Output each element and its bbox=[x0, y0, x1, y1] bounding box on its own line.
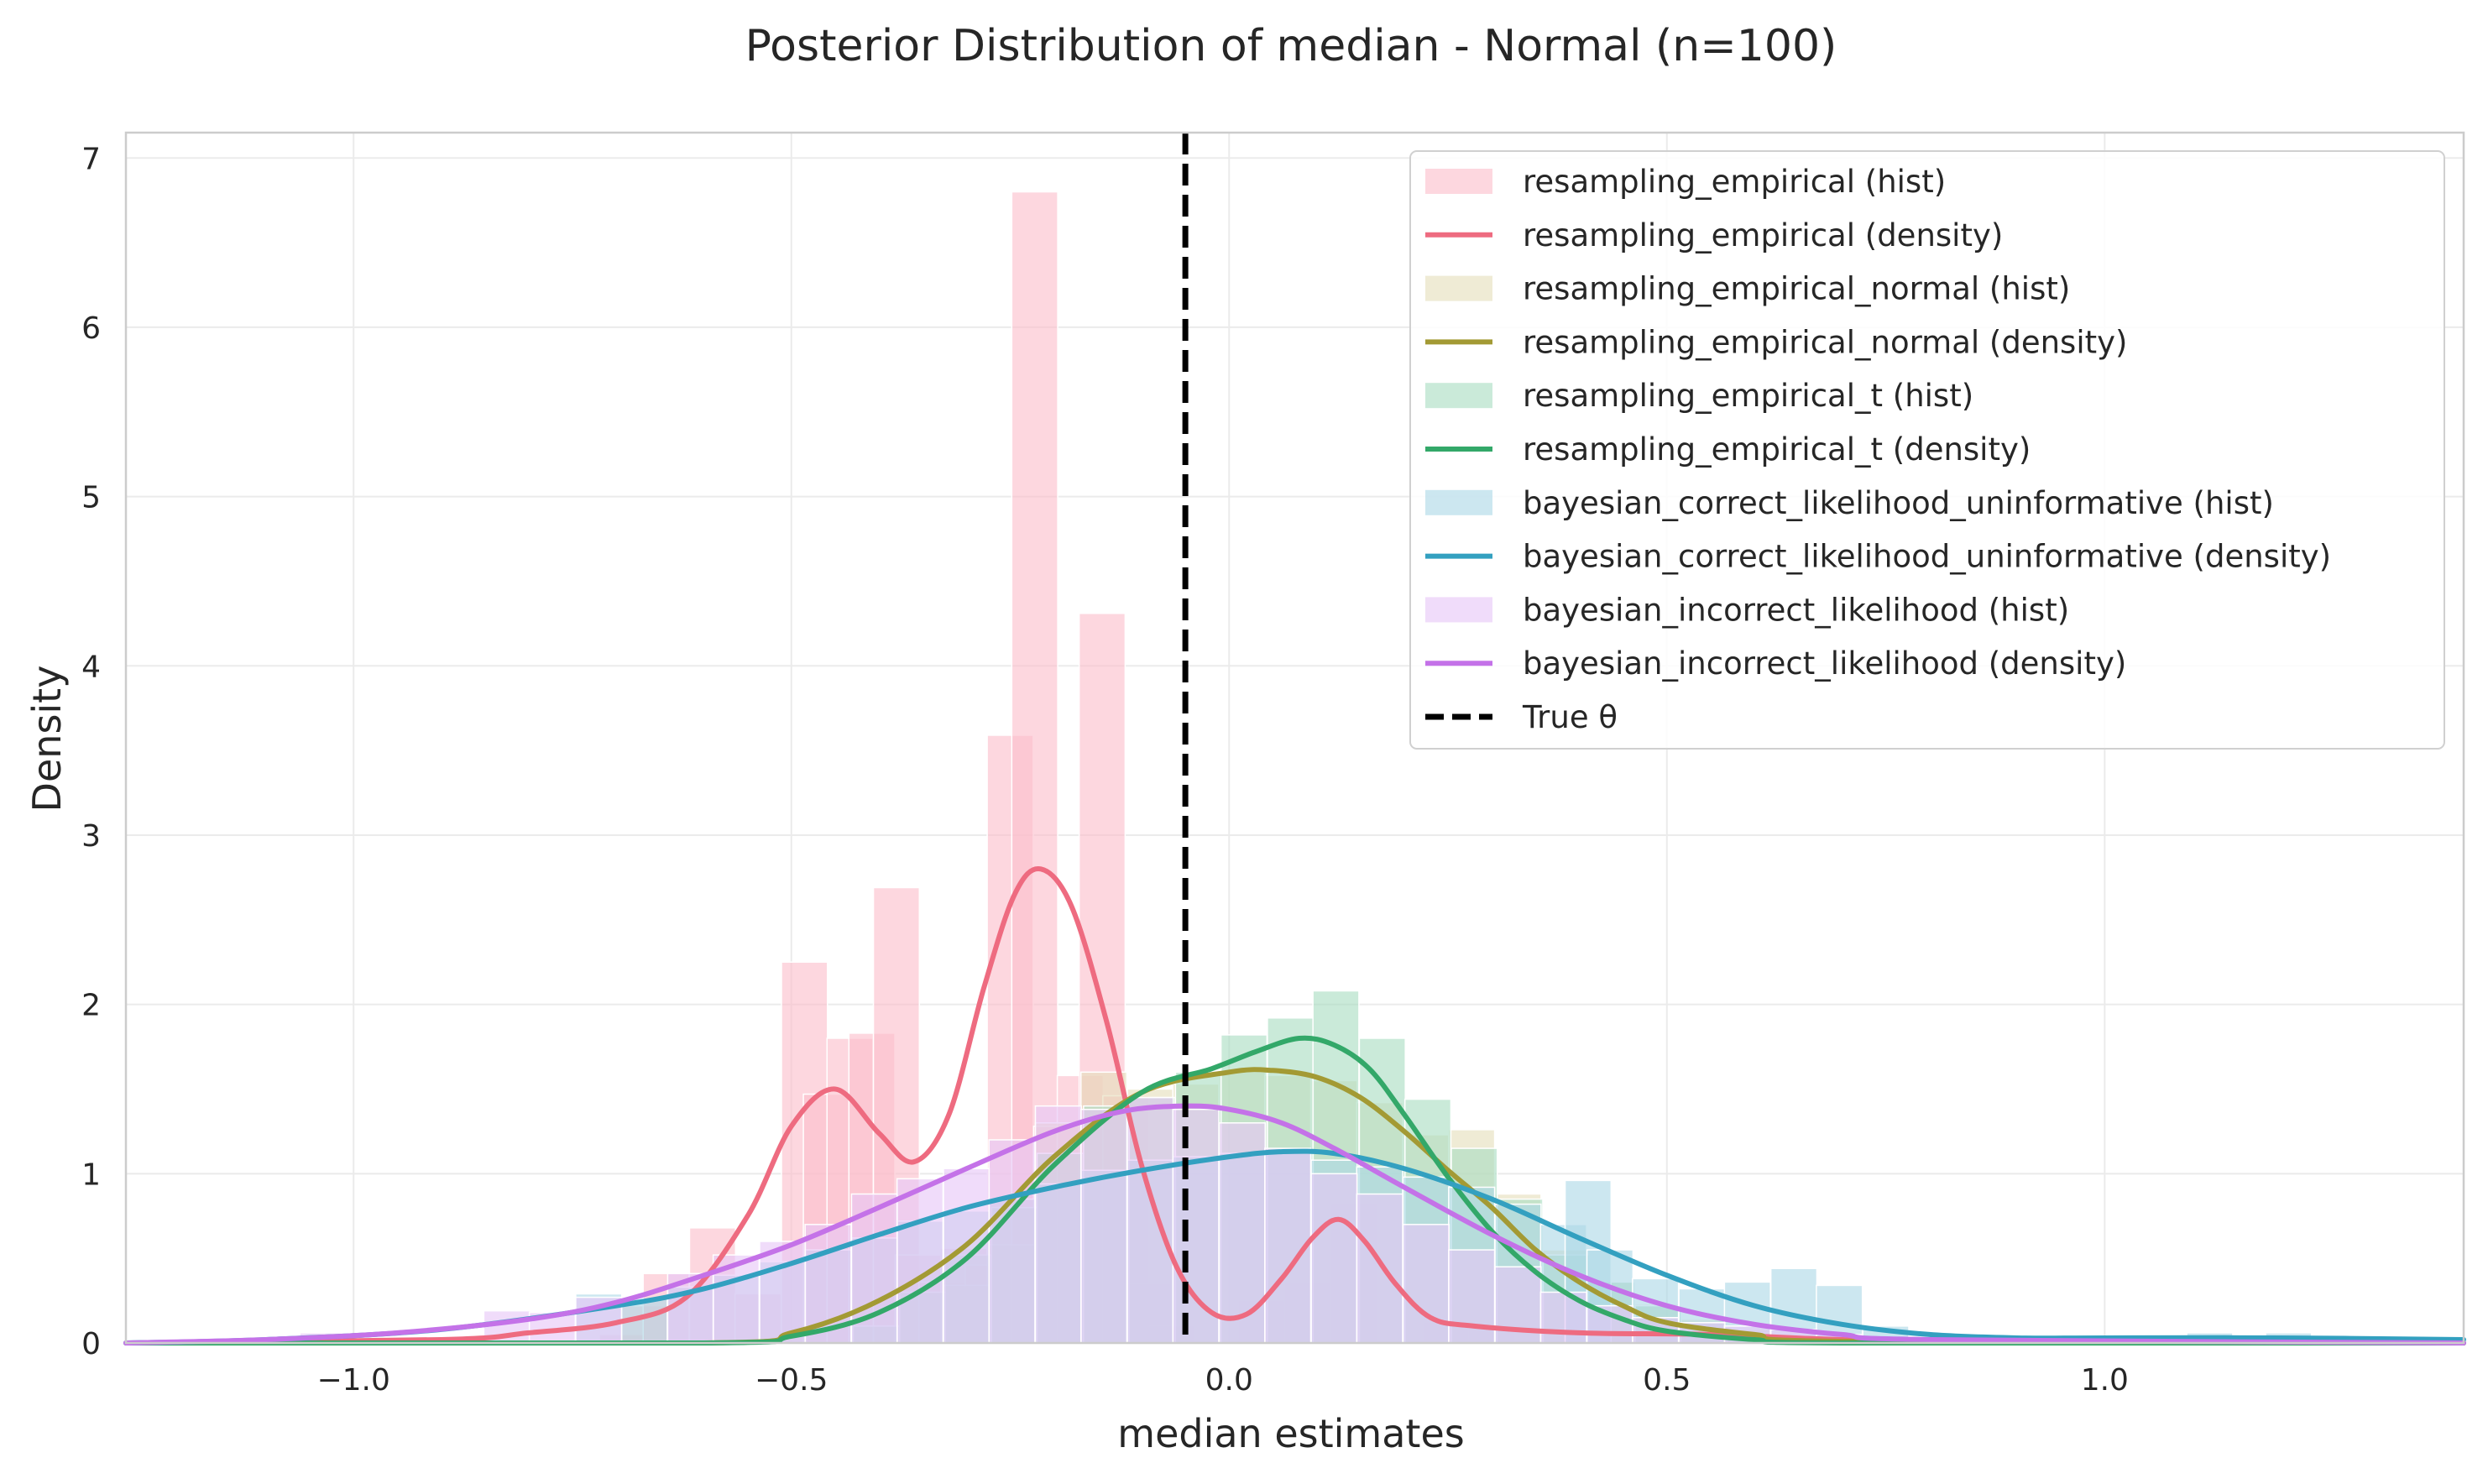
y-tick-label: 1 bbox=[81, 1157, 101, 1192]
legend-hist-swatch bbox=[1425, 597, 1492, 623]
hist-bar bbox=[896, 1178, 944, 1344]
density-curves bbox=[123, 865, 2466, 1346]
hist-bar bbox=[1402, 1224, 1450, 1344]
hist-bar bbox=[1586, 1304, 1634, 1344]
legend-box bbox=[1409, 150, 2445, 750]
y-tick-label: 5 bbox=[81, 481, 101, 515]
density-resampling_empirical bbox=[123, 865, 2466, 1346]
hist-bar bbox=[988, 1139, 1036, 1344]
density-resampling_empirical_t bbox=[123, 1035, 2466, 1346]
legend-label: resampling_empirical_t (density) bbox=[1523, 431, 2031, 468]
hist-bar bbox=[1079, 1108, 1128, 1344]
hist-bar bbox=[1310, 1173, 1358, 1344]
legend-hist-swatch bbox=[1425, 275, 1492, 301]
density-bayesian_correct_likelihood_uninformative bbox=[123, 1148, 2466, 1346]
x-axis-ticks: −1.0 −0.5 0.0 0.5 1.0 bbox=[316, 1363, 2128, 1398]
hist-bar bbox=[1356, 1193, 1403, 1344]
x-tick-label: −0.5 bbox=[755, 1363, 828, 1398]
legend-label: True θ bbox=[1522, 699, 1618, 735]
plot-frame bbox=[124, 131, 2465, 1345]
x-tick-label: 1.0 bbox=[2081, 1363, 2129, 1398]
histograms bbox=[299, 191, 2313, 1344]
legend-label: resampling_empirical_normal (hist) bbox=[1523, 271, 2070, 307]
legend-label: bayesian_incorrect_likelihood (hist) bbox=[1523, 592, 2069, 628]
chart-title: Posterior Distribution of median - Norma… bbox=[745, 21, 1837, 71]
legend-hist-swatch bbox=[1425, 489, 1492, 515]
hist-bar bbox=[1172, 1108, 1220, 1344]
y-axis-label: Density bbox=[24, 666, 70, 813]
legend-label: resampling_empirical (density) bbox=[1523, 217, 2003, 253]
y-tick-label: 6 bbox=[81, 311, 101, 346]
legend-label: bayesian_correct_likelihood_uninformativ… bbox=[1523, 539, 2331, 575]
y-axis-ticks: 0 1 2 3 4 5 6 7 bbox=[81, 142, 101, 1361]
legend-label: resampling_empirical (hist) bbox=[1523, 164, 1946, 200]
y-tick-label: 0 bbox=[81, 1327, 101, 1361]
y-tick-label: 4 bbox=[81, 650, 101, 684]
legend-label: bayesian_incorrect_likelihood (density) bbox=[1523, 645, 2126, 682]
density-resampling_empirical_normal bbox=[123, 1067, 2466, 1346]
legend: resampling_empirical (hist) resampling_em… bbox=[1409, 150, 2445, 750]
legend-label: bayesian_correct_likelihood_uninformativ… bbox=[1523, 485, 2274, 521]
x-axis-label: median estimates bbox=[1117, 1411, 1464, 1456]
legend-label: resampling_empirical_normal (density) bbox=[1523, 324, 2127, 360]
legend-label: resampling_empirical_t (hist) bbox=[1523, 378, 1973, 414]
x-tick-label: −1.0 bbox=[316, 1363, 389, 1398]
hist-bar bbox=[759, 1241, 807, 1344]
y-tick-label: 2 bbox=[81, 989, 101, 1023]
legend-hist-swatch bbox=[1425, 169, 1492, 194]
density-bayesian_incorrect_likelihood bbox=[123, 1103, 2466, 1346]
y-tick-label: 7 bbox=[81, 142, 101, 176]
y-tick-label: 3 bbox=[81, 819, 101, 854]
legend-hist-swatch bbox=[1425, 383, 1492, 409]
x-tick-label: 0.5 bbox=[1643, 1363, 1691, 1398]
x-tick-label: 0.0 bbox=[1205, 1363, 1253, 1398]
